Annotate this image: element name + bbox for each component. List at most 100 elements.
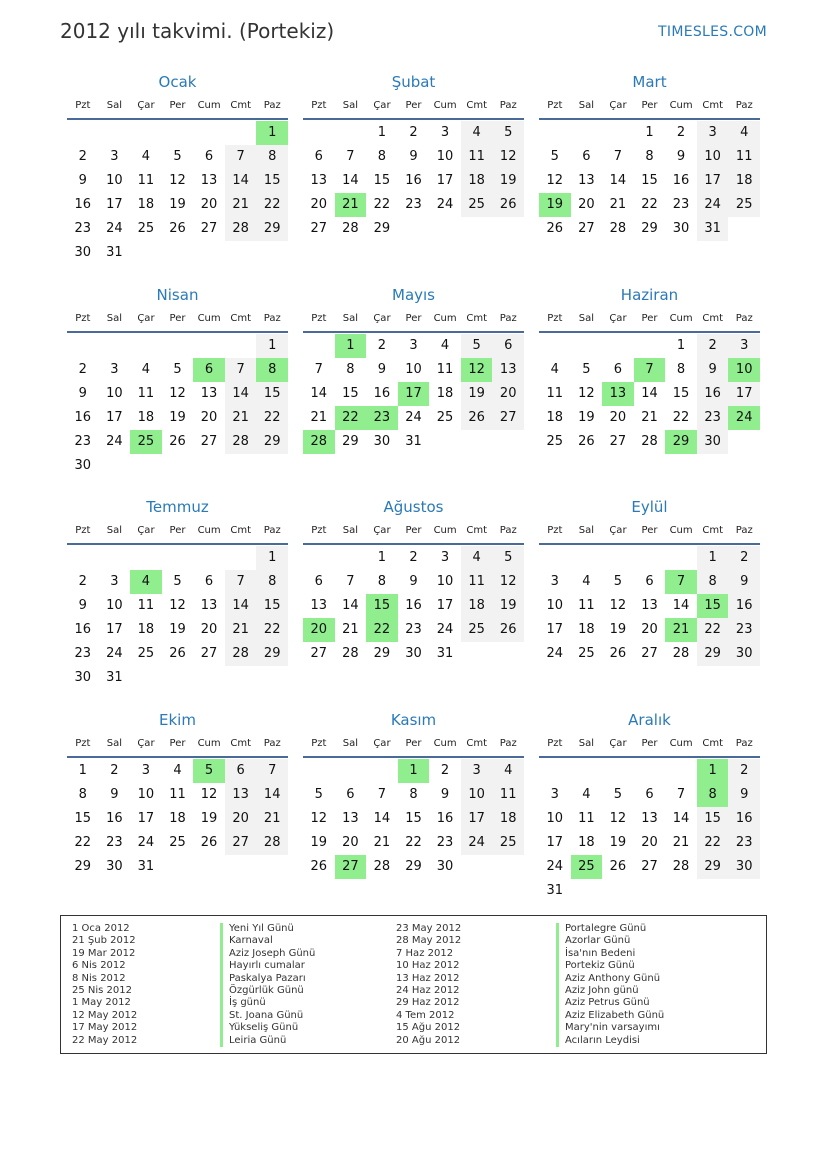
day-cell[interactable]: 13: [200, 173, 218, 188]
day-cell[interactable]: 24: [106, 434, 123, 449]
day-cell[interactable]: 2: [78, 362, 87, 377]
day-cell[interactable]: 21: [342, 622, 359, 637]
day-cell[interactable]: 3: [696, 121, 729, 145]
day-cell[interactable]: 4: [440, 338, 450, 353]
day-cell[interactable]: 16: [672, 173, 690, 188]
day-cell[interactable]: 15: [256, 382, 288, 406]
day-cell[interactable]: 1: [696, 546, 729, 570]
day-cell[interactable]: 24: [436, 197, 454, 212]
day-cell[interactable]: 7: [346, 149, 355, 164]
day-cell[interactable]: 8: [696, 570, 729, 594]
day-cell[interactable]: 20: [200, 197, 218, 212]
day-cell[interactable]: 25: [137, 646, 155, 661]
day-cell[interactable]: 29: [256, 430, 288, 454]
holiday-day-cell[interactable]: 7: [633, 358, 666, 382]
day-cell[interactable]: 22: [672, 410, 690, 425]
day-cell[interactable]: 20: [342, 835, 359, 850]
day-cell[interactable]: 27: [609, 434, 627, 449]
day-cell[interactable]: 16: [106, 811, 123, 826]
day-cell[interactable]: 15: [696, 807, 729, 831]
day-cell[interactable]: 7: [314, 362, 323, 377]
day-cell[interactable]: 22: [256, 193, 288, 217]
day-cell[interactable]: 5: [613, 574, 623, 589]
day-cell[interactable]: 1: [676, 338, 686, 353]
day-cell[interactable]: 12: [546, 173, 564, 188]
day-cell[interactable]: 10: [106, 173, 123, 188]
day-cell[interactable]: 28: [224, 430, 257, 454]
day-cell[interactable]: 31: [546, 883, 564, 898]
day-cell[interactable]: 20: [641, 835, 658, 850]
day-cell[interactable]: 8: [78, 787, 87, 802]
day-cell[interactable]: 7: [224, 358, 257, 382]
day-cell[interactable]: 29: [74, 859, 92, 874]
day-cell[interactable]: 21: [609, 197, 627, 212]
day-cell[interactable]: 1: [256, 546, 288, 570]
day-cell[interactable]: 5: [492, 121, 524, 145]
day-cell[interactable]: 18: [460, 169, 493, 193]
day-cell[interactable]: 27: [578, 221, 595, 236]
day-cell[interactable]: 14: [224, 594, 257, 618]
day-cell[interactable]: 30: [405, 646, 422, 661]
day-cell[interactable]: 2: [409, 125, 418, 140]
day-cell[interactable]: 17: [137, 811, 155, 826]
holiday-day-cell[interactable]: 8: [696, 783, 729, 807]
day-cell[interactable]: 5: [492, 546, 524, 570]
day-cell[interactable]: 15: [74, 811, 92, 826]
day-cell[interactable]: 2: [676, 125, 686, 140]
day-cell[interactable]: 23: [74, 434, 92, 449]
holiday-day-cell[interactable]: 1: [696, 759, 729, 783]
day-cell[interactable]: 3: [409, 338, 418, 353]
day-cell[interactable]: 11: [137, 173, 155, 188]
day-cell[interactable]: 27: [224, 831, 257, 855]
day-cell[interactable]: 9: [696, 358, 729, 382]
day-cell[interactable]: 19: [609, 622, 627, 637]
day-cell[interactable]: 11: [460, 570, 493, 594]
day-cell[interactable]: 18: [460, 594, 493, 618]
day-cell[interactable]: 19: [492, 169, 524, 193]
day-cell[interactable]: 16: [74, 622, 92, 637]
day-cell[interactable]: 15: [256, 594, 288, 618]
day-cell[interactable]: 9: [728, 783, 760, 807]
day-cell[interactable]: 17: [436, 598, 454, 613]
day-cell[interactable]: 29: [342, 434, 359, 449]
day-cell[interactable]: 15: [405, 811, 422, 826]
day-cell[interactable]: 10: [436, 574, 454, 589]
day-cell[interactable]: 6: [314, 149, 323, 164]
day-cell[interactable]: 7: [224, 570, 257, 594]
day-cell[interactable]: 10: [106, 598, 123, 613]
day-cell[interactable]: 17: [460, 807, 493, 831]
day-cell[interactable]: 4: [550, 362, 559, 377]
day-cell[interactable]: 31: [436, 646, 454, 661]
day-cell[interactable]: 23: [405, 197, 422, 212]
day-cell[interactable]: 6: [492, 334, 524, 358]
day-cell[interactable]: 27: [641, 859, 658, 874]
day-cell[interactable]: 6: [204, 574, 214, 589]
day-cell[interactable]: 6: [204, 149, 214, 164]
day-cell[interactable]: 19: [169, 197, 186, 212]
day-cell[interactable]: 27: [200, 221, 218, 236]
day-cell[interactable]: 19: [578, 410, 595, 425]
day-cell[interactable]: 12: [492, 570, 524, 594]
holiday-day-cell[interactable]: 23: [366, 406, 398, 430]
day-cell[interactable]: 12: [169, 598, 186, 613]
day-cell[interactable]: 12: [169, 173, 186, 188]
day-cell[interactable]: 23: [405, 622, 422, 637]
day-cell[interactable]: 2: [377, 338, 387, 353]
day-cell[interactable]: 6: [645, 787, 654, 802]
day-cell[interactable]: 31: [106, 245, 123, 260]
day-cell[interactable]: 20: [641, 622, 658, 637]
day-cell[interactable]: 14: [641, 386, 658, 401]
day-cell[interactable]: 16: [728, 594, 760, 618]
day-cell[interactable]: 14: [342, 173, 359, 188]
day-cell[interactable]: 12: [609, 811, 627, 826]
day-cell[interactable]: 8: [645, 149, 654, 164]
day-cell[interactable]: 27: [310, 646, 328, 661]
day-cell[interactable]: 25: [436, 410, 454, 425]
day-cell[interactable]: 23: [106, 835, 123, 850]
day-cell[interactable]: 9: [409, 149, 418, 164]
day-cell[interactable]: 5: [460, 334, 493, 358]
day-cell[interactable]: 21: [641, 410, 658, 425]
day-cell[interactable]: 18: [137, 622, 155, 637]
day-cell[interactable]: 26: [609, 859, 627, 874]
day-cell[interactable]: 19: [310, 835, 328, 850]
